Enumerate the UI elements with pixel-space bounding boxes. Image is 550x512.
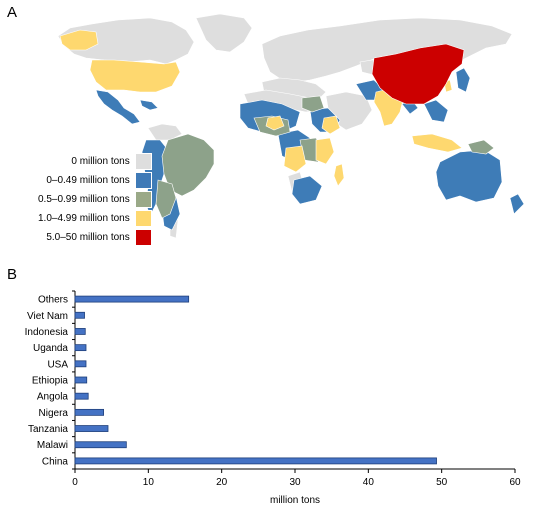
y-tick-label: Angola (37, 392, 69, 403)
legend-swatch (134, 191, 152, 208)
uganda-ethiopia-region (321, 115, 341, 135)
argentina-region (155, 179, 177, 219)
new-zealand-region (509, 193, 525, 215)
caribbean-region (139, 99, 159, 111)
mexico-region (95, 89, 141, 125)
papua-region (467, 139, 495, 155)
bar (74, 376, 88, 384)
x-tick-label: 10 (143, 477, 155, 488)
brazil-region (161, 133, 215, 197)
legend-swatch (134, 210, 152, 227)
x-axis-label: million tons (270, 495, 320, 506)
y-tick-label: China (42, 456, 69, 467)
legend-label: 0 million tons (71, 156, 130, 167)
y-tick-label: Others (38, 295, 68, 306)
map-legend: 0 million tons 0–0.49 million tons 0.5–0.9… (38, 152, 152, 247)
y-tick-label: Indonesia (25, 327, 69, 338)
alaska-region (59, 29, 99, 51)
no-data-landmasses (57, 13, 513, 239)
chart-bars (74, 295, 437, 465)
usa-region (89, 59, 181, 93)
y-tick-label: Malawi (37, 440, 68, 451)
sudan-region (301, 95, 325, 113)
legend-item: 1.0–4.99 million tons (38, 209, 152, 228)
bar (74, 360, 87, 368)
y-tick-label: Tanzania (28, 424, 68, 435)
legend-label: 0.5–0.99 million tons (38, 194, 130, 205)
legend-item: 0 million tons (38, 152, 152, 171)
mid-low-production-regions (155, 95, 495, 219)
japan-region (455, 67, 471, 93)
madagascar-region (333, 163, 345, 187)
bar (74, 328, 86, 335)
y-tick-label: Viet Nam (27, 311, 68, 322)
x-tick-label: 60 (509, 477, 521, 488)
southeast-asia-region (423, 99, 449, 123)
canada-region (57, 17, 195, 65)
y-tick-label: Uganda (33, 343, 68, 354)
x-tick-label: 40 (363, 477, 375, 488)
legend-label: 1.0–4.99 million tons (38, 213, 130, 224)
legend-label: 5.0–50 million tons (46, 232, 130, 243)
high-production-regions (371, 43, 465, 105)
bar (74, 457, 437, 465)
legend-swatch (134, 172, 152, 189)
legend-swatch (134, 153, 152, 170)
y-tick-label: Ethiopia (32, 376, 69, 387)
legend-swatch (134, 229, 152, 246)
angola-region (283, 145, 307, 173)
legend-label: 0–0.49 million tons (46, 175, 130, 186)
bar (74, 408, 105, 416)
panel-a-label: A (7, 4, 18, 21)
y-tick-label: USA (47, 359, 68, 370)
tanzania-region (315, 137, 335, 165)
world-map (57, 13, 525, 239)
greenland-region (195, 13, 253, 53)
chart-labels: Others Viet Nam Indonesia Uganda USA Ethiopia… (25, 295, 521, 506)
legend-item: 0–0.49 million tons (38, 171, 152, 190)
nigeria-region (265, 115, 285, 131)
chart-axes (72, 290, 516, 473)
bar (74, 344, 87, 352)
china-region (371, 43, 465, 105)
bar (74, 425, 109, 432)
x-tick-label: 50 (436, 477, 448, 488)
legend-item: 5.0–50 million tons (38, 228, 152, 247)
x-tick-label: 20 (216, 477, 228, 488)
y-tick-label: Nigera (39, 408, 69, 419)
bar (74, 392, 89, 400)
bar (74, 441, 127, 449)
panel-b-label: B (7, 266, 18, 283)
southern-africa-region (291, 175, 323, 205)
bar (74, 295, 190, 303)
indonesia-region (411, 133, 463, 153)
x-tick-label: 0 (72, 477, 78, 488)
bar (74, 311, 85, 319)
legend-item: 0.5–0.99 million tons (38, 190, 152, 209)
x-tick-label: 30 (289, 477, 301, 488)
